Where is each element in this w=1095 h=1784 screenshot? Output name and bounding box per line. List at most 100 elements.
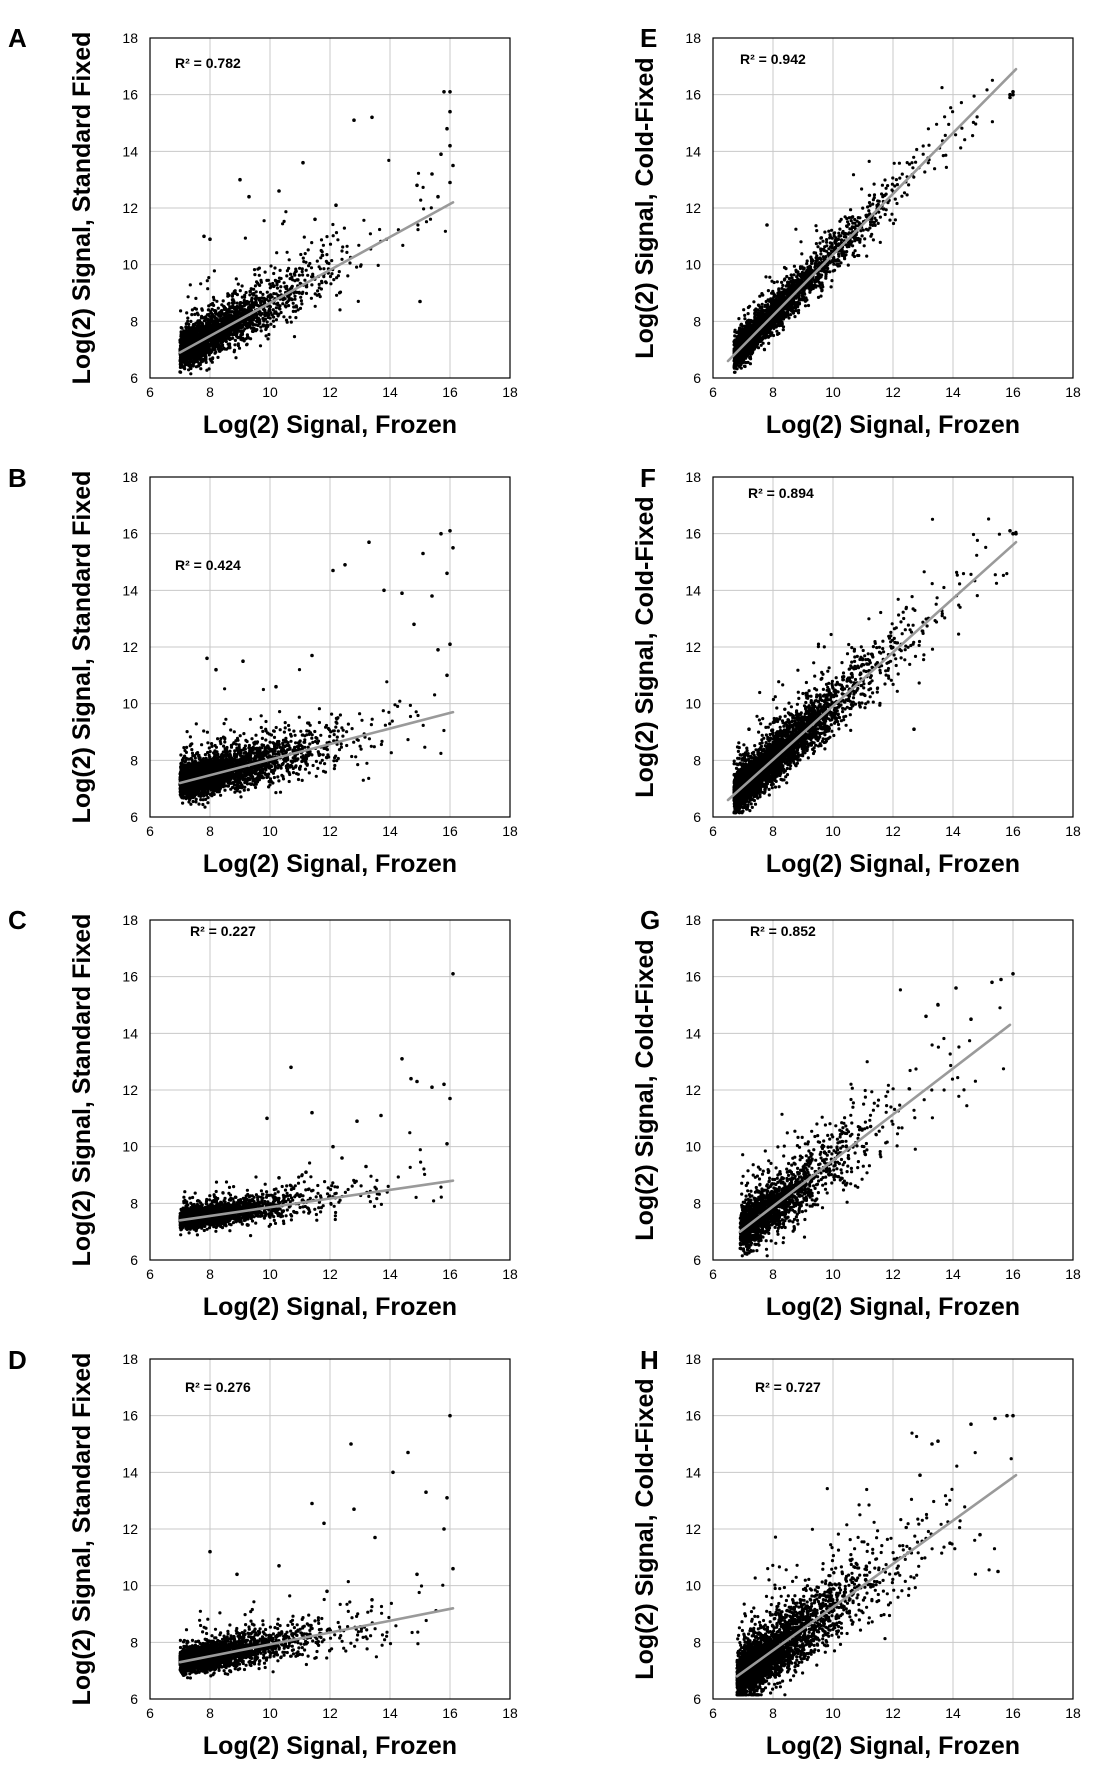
scatter-point xyxy=(196,313,200,317)
scatter-point xyxy=(184,325,188,329)
scatter-point xyxy=(287,304,291,308)
scatter-point xyxy=(419,198,423,202)
scatter-point xyxy=(194,307,198,311)
scatter-point xyxy=(352,740,356,744)
scatter-point xyxy=(206,347,210,351)
scatter-point xyxy=(332,278,336,282)
scatter-point xyxy=(341,728,345,732)
scatter-point xyxy=(304,285,308,289)
scatter-point xyxy=(241,310,245,314)
scatter-point xyxy=(310,283,314,287)
scatter-point xyxy=(201,359,205,363)
scatter-point xyxy=(204,351,208,355)
scatter-point xyxy=(278,790,283,794)
scatter-point xyxy=(216,306,220,310)
scatter-point xyxy=(448,180,452,185)
scatter-point xyxy=(182,332,187,336)
scatter-point xyxy=(207,328,211,332)
scatter-point xyxy=(203,344,207,348)
scatter-point xyxy=(277,779,281,783)
scatter-point xyxy=(289,734,293,738)
scatter-point xyxy=(277,739,281,744)
scatter-point xyxy=(226,320,230,324)
scatter-point xyxy=(220,303,224,307)
scatter-point xyxy=(319,248,323,253)
scatter-point xyxy=(283,726,287,730)
scatter-point xyxy=(356,738,360,742)
scatter-point xyxy=(194,351,198,355)
scatter-point xyxy=(245,343,249,347)
scatter-point xyxy=(416,228,420,232)
scatter-point xyxy=(331,234,335,238)
scatter-point xyxy=(332,759,336,763)
scatter-point xyxy=(264,326,268,330)
scatter-points xyxy=(178,90,455,376)
scatter-point xyxy=(369,723,373,727)
scatter-point xyxy=(262,219,266,223)
x-tick-label: 14 xyxy=(382,384,398,400)
scatter-point xyxy=(205,279,209,283)
scatter-point xyxy=(322,267,326,271)
scatter-point xyxy=(357,243,361,247)
scatter-point xyxy=(203,353,207,357)
scatter-point xyxy=(297,273,301,277)
scatter-point xyxy=(237,346,242,350)
scatter-point xyxy=(241,329,245,333)
scatter-point xyxy=(358,744,362,748)
scatter-point xyxy=(278,289,282,293)
scatter-point xyxy=(336,274,340,278)
scatter-point xyxy=(304,291,309,295)
scatter-point xyxy=(302,235,306,239)
scatter-point xyxy=(232,730,236,734)
scatter-point xyxy=(362,218,366,222)
scatter-point xyxy=(207,351,211,355)
y-tick-label: 16 xyxy=(122,87,138,103)
scatter-point xyxy=(368,232,372,236)
scatter-point xyxy=(233,338,237,342)
scatter-point xyxy=(301,754,305,758)
scatter-point xyxy=(340,257,344,261)
scatter-point xyxy=(285,274,289,278)
scatter-point xyxy=(358,712,362,716)
scatter-point xyxy=(207,308,211,312)
scatter-point xyxy=(184,363,188,367)
scatter-point xyxy=(193,312,197,316)
scatter-point xyxy=(442,728,446,733)
scatter-point xyxy=(290,298,294,302)
scatter-point xyxy=(237,310,241,314)
scatter-point xyxy=(341,245,345,249)
scatter-point xyxy=(451,163,455,168)
scatter-point xyxy=(296,278,300,282)
scatter-point xyxy=(325,235,329,239)
scatter-point xyxy=(281,774,285,779)
scatter-point xyxy=(234,356,238,360)
scatter-point xyxy=(271,319,275,323)
scatter-point xyxy=(300,778,304,783)
scatter-point xyxy=(422,207,426,211)
y-axis-title: Log(2) Signal, Standard Fixed xyxy=(68,32,96,385)
scatter-point xyxy=(211,314,215,318)
scatter-point xyxy=(284,736,288,740)
scatter-point xyxy=(223,788,227,792)
scatter-point xyxy=(289,320,293,324)
scatter-point xyxy=(334,231,339,235)
scatter-point xyxy=(186,295,190,299)
scatter-point xyxy=(200,350,204,354)
scatter-point xyxy=(303,767,308,771)
scatter-point xyxy=(245,333,249,337)
scatter-point xyxy=(309,296,313,300)
scatter-point xyxy=(210,744,214,749)
scatter-point xyxy=(184,328,188,333)
scatter-point xyxy=(275,286,280,290)
scatter-point xyxy=(416,171,421,175)
scatter-point xyxy=(204,360,208,364)
x-tick-label: 12 xyxy=(322,384,338,400)
scatter-point xyxy=(378,227,382,232)
scatter-point xyxy=(272,284,276,288)
scatter-point xyxy=(333,756,337,760)
scatter-point xyxy=(203,753,207,757)
scatter-point xyxy=(253,297,257,301)
scatter-point xyxy=(239,306,243,310)
scatter-point xyxy=(365,761,369,765)
